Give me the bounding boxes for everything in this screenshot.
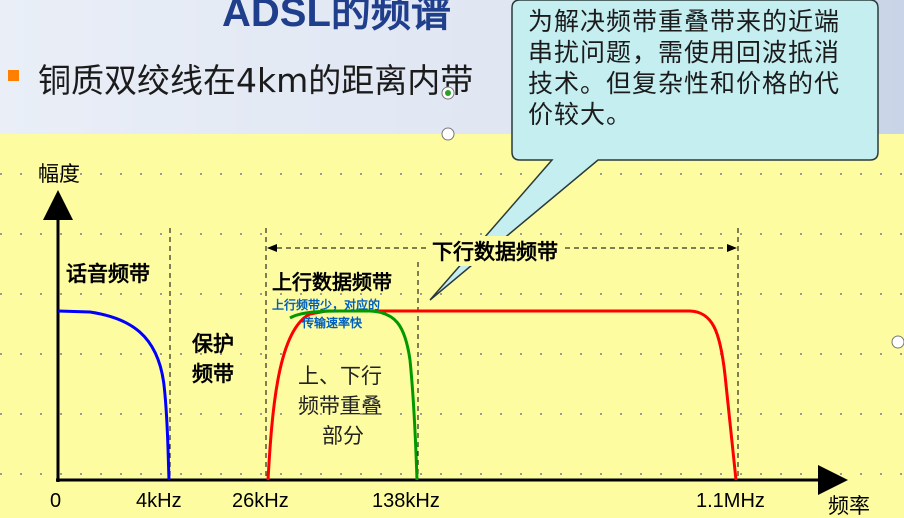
- x-tick-26khz: 26kHz: [232, 490, 289, 512]
- diagram-background: [0, 134, 904, 518]
- guard-band-label-line2: 频带: [192, 362, 234, 386]
- voice-band-curve: [57, 309, 171, 481]
- upstream-band-label: 上行数据频带: [272, 270, 392, 294]
- upstream-note-line1: 上行频带少，对应的: [272, 298, 381, 312]
- upstream-band-curve: [289, 309, 419, 481]
- voice-band-label: 话音频带: [66, 262, 150, 286]
- callout-bubble: [429, 0, 879, 301]
- bullet-text: 铜质双绞线在4km的距离内带: [38, 61, 474, 100]
- guard-band-label-line1: 保护: [192, 332, 234, 356]
- downstream-band-curve: [266, 309, 738, 481]
- x-tick-138khz: 138kHz: [372, 490, 440, 512]
- upstream-note-line2: 传输速率快: [302, 316, 363, 330]
- rotate-handle-icon: [445, 90, 451, 96]
- x-tick-4khz: 4kHz: [136, 490, 182, 512]
- x-tick-1-1mhz: 1.1MHz: [696, 490, 765, 512]
- bullet-square-icon: [8, 70, 19, 81]
- overlap-label-line1: 上、下行: [298, 364, 382, 388]
- downstream-band-label: 下行数据频带: [428, 236, 562, 266]
- callout-text: 为解决频带重叠带来的近端串扰问题，需使用回波抵消技术。但复杂性和价格的代价较大。: [528, 7, 841, 129]
- slide-title: ADSL的频谱: [222, 0, 451, 35]
- y-axis-label: 幅度: [38, 162, 80, 186]
- overlap-label-line3: 部分: [322, 424, 364, 448]
- overlap-label-line2: 频带重叠: [298, 394, 382, 418]
- x-axis-label: 频率: [828, 494, 870, 518]
- x-tick-0: 0: [50, 490, 62, 512]
